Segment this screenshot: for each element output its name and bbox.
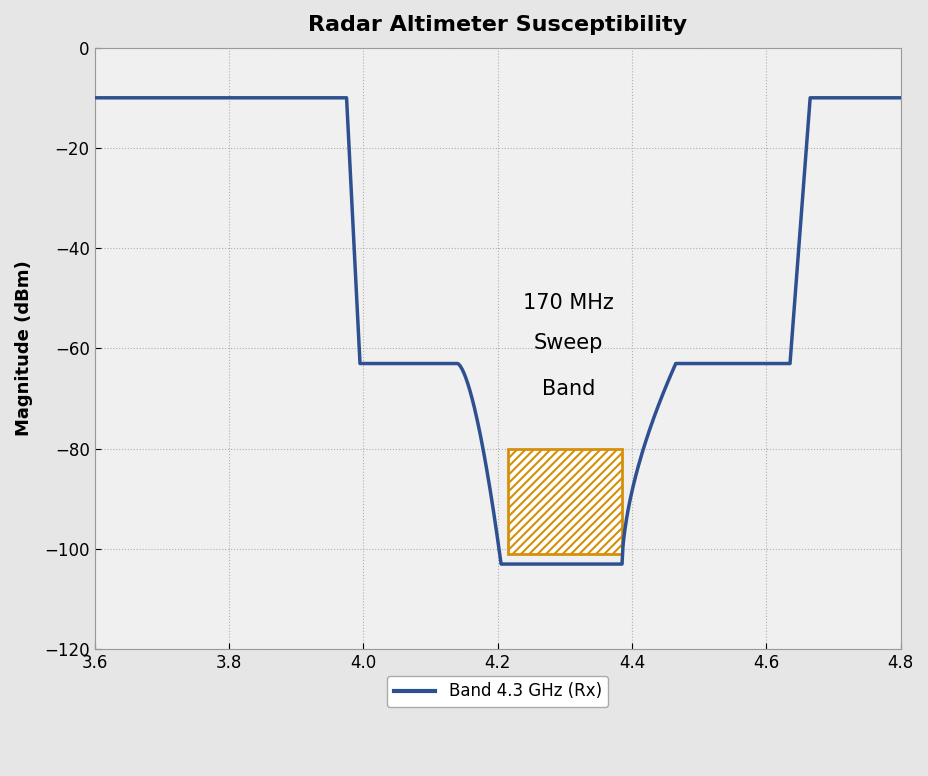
Text: Sweep: Sweep — [533, 334, 602, 354]
Title: Radar Altimeter Susceptibility: Radar Altimeter Susceptibility — [308, 15, 687, 35]
X-axis label: Frequency (GHz): Frequency (GHz) — [413, 683, 581, 702]
Legend: Band 4.3 GHz (Rx): Band 4.3 GHz (Rx) — [387, 676, 608, 707]
Text: Band: Band — [541, 379, 594, 399]
Bar — [508, 449, 622, 554]
Text: 170 MHz: 170 MHz — [522, 293, 613, 314]
Y-axis label: Magnitude (dBm): Magnitude (dBm) — [15, 261, 33, 436]
